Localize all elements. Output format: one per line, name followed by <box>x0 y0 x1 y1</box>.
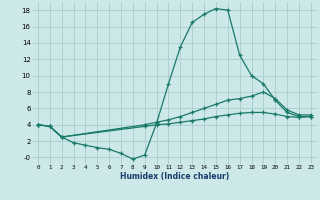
X-axis label: Humidex (Indice chaleur): Humidex (Indice chaleur) <box>120 172 229 181</box>
